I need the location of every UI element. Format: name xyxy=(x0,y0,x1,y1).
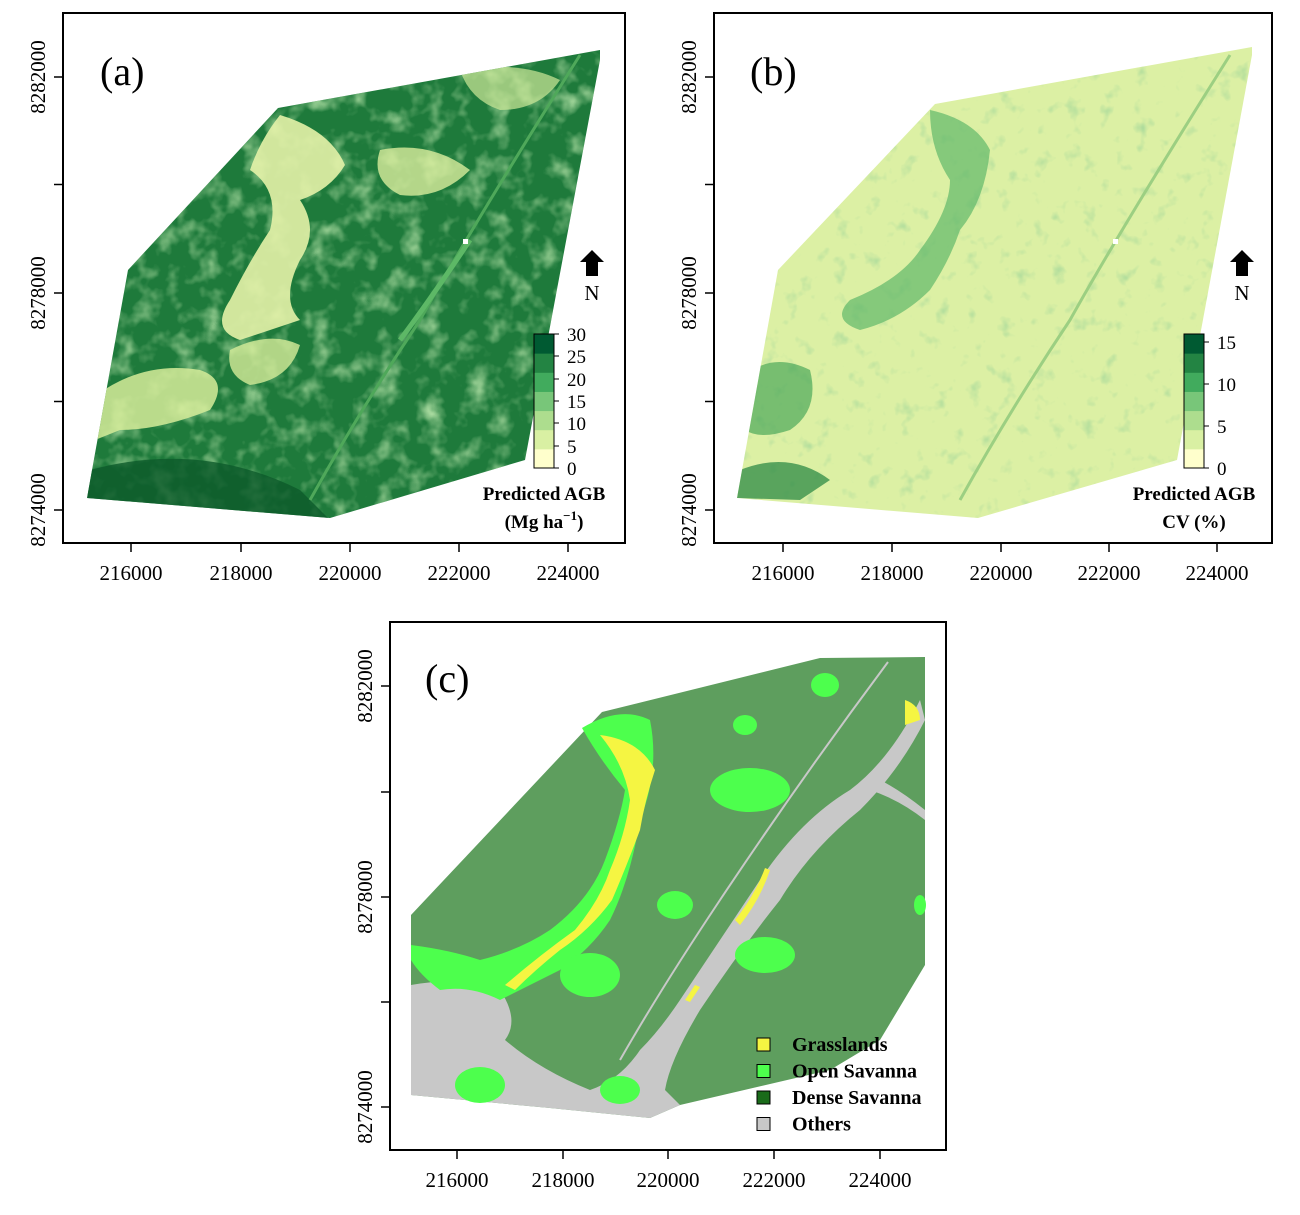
agb-legend-tick-label: 0 xyxy=(567,459,577,480)
y-tick-label: 8278000 xyxy=(353,860,377,934)
y-tick-label: 8278000 xyxy=(26,256,50,330)
cv-legend-frame xyxy=(1183,333,1205,469)
x-tick-label: 218000 xyxy=(532,1168,595,1192)
panel-b-axes: 216000 218000 220000 222000 224000 8274000 827… xyxy=(677,40,1249,585)
landcover-legend-swatch xyxy=(756,1090,771,1105)
x-tick-label: 216000 xyxy=(426,1168,489,1192)
x-tick-label: 224000 xyxy=(537,561,600,585)
x-tick-label: 220000 xyxy=(637,1168,700,1192)
landcover-legend-label: Open Savanna xyxy=(792,1061,917,1083)
x-tick-label: 220000 xyxy=(970,561,1033,585)
x-tick-label: 222000 xyxy=(1078,561,1141,585)
y-tick-label: 8274000 xyxy=(677,473,701,547)
x-tick-label: 224000 xyxy=(849,1168,912,1192)
cv-legend-title-1: Predicted AGB xyxy=(1133,484,1256,505)
y-tick-label: 8282000 xyxy=(677,40,701,114)
agb-legend-tick-label: 25 xyxy=(567,347,586,368)
panel-c: (c) Grasslands Open Savanna Dense Savanna O… xyxy=(353,621,947,1192)
open-savanna-area xyxy=(411,714,654,1000)
x-tick-label: 216000 xyxy=(100,561,163,585)
panel-b: N (b) Predicted AGB CV (%) 0 5 10 15 216000… xyxy=(677,12,1273,585)
cv-legend-swatch xyxy=(1184,391,1204,412)
north-arrow-icon xyxy=(580,250,604,276)
agb-legend-swatch xyxy=(534,372,554,392)
landcover-legend-swatch xyxy=(756,1117,771,1131)
agb-legend-swatch xyxy=(534,391,554,412)
agb-legend-tick-label: 10 xyxy=(567,414,586,435)
y-tick-label: 8278000 xyxy=(677,256,701,330)
x-tick-label: 216000 xyxy=(752,561,815,585)
agb-legend-swatch xyxy=(534,429,554,450)
cv-legend-swatch xyxy=(1184,353,1204,373)
y-tick-label: 8274000 xyxy=(353,1070,377,1144)
x-tick-label: 218000 xyxy=(210,561,273,585)
y-tick-label: 8282000 xyxy=(353,649,377,723)
agb-legend-tick-label: 15 xyxy=(567,392,586,413)
x-tick-label: 220000 xyxy=(319,561,382,585)
agb-legend-swatch xyxy=(534,448,554,469)
x-tick-label: 222000 xyxy=(428,561,491,585)
panel-c-axes: 216000 218000 220000 222000 224000 8274000 827… xyxy=(353,649,912,1192)
cv-white-pixel xyxy=(1113,239,1118,244)
landcover-legend-label: Dense Savanna xyxy=(792,1087,921,1109)
north-label: N xyxy=(1234,281,1249,305)
cv-legend-tick-label: 15 xyxy=(1217,333,1236,354)
panel-a: N (a) Predicted AGB (Mg ha−1) 0510152025… xyxy=(26,12,626,585)
agb-white-pixel xyxy=(463,239,468,244)
agb-legend-tick-label: 20 xyxy=(567,370,586,391)
cv-legend-swatch xyxy=(1184,429,1204,450)
landcover-legend-swatch xyxy=(756,1064,771,1078)
agb-legend-title-1: Predicted AGB xyxy=(483,484,606,505)
landcover-legend: Grasslands Open Savanna Dense Savanna Other… xyxy=(756,1034,921,1136)
panel-a-label: (a) xyxy=(100,49,144,94)
panel-b-label: (b) xyxy=(750,49,797,94)
cv-legend-swatch xyxy=(1184,410,1204,431)
agb-legend-title-2: (Mg ha−1) xyxy=(505,508,584,533)
landcover-legend-swatch xyxy=(756,1037,771,1052)
x-tick-label: 218000 xyxy=(861,561,924,585)
cv-legend-tick-label: 5 xyxy=(1217,417,1227,438)
landcover-legend-label: Grasslands xyxy=(792,1034,888,1056)
x-tick-label: 222000 xyxy=(743,1168,806,1192)
agb-legend-tick-label: 30 xyxy=(567,325,586,346)
cv-legend-tick-label: 10 xyxy=(1217,375,1236,396)
landcover-map xyxy=(411,657,926,1118)
cv-legend-swatch xyxy=(1184,448,1204,469)
agb-legend-swatch xyxy=(534,410,554,431)
panel-c-label: (c) xyxy=(425,656,469,701)
cv-legend-swatch xyxy=(1184,334,1204,354)
dense-savanna-area xyxy=(411,657,925,1118)
cv-legend-tick-label: 0 xyxy=(1217,459,1227,480)
x-tick-label: 224000 xyxy=(1186,561,1249,585)
agb-legend-swatch xyxy=(534,334,554,354)
landcover-legend-label: Others xyxy=(792,1114,851,1136)
north-arrow-icon xyxy=(1230,250,1254,276)
agb-legend-swatch xyxy=(534,353,554,373)
cv-legend-swatch xyxy=(1184,372,1204,392)
y-tick-label: 8282000 xyxy=(26,40,50,114)
panel-a-axes: 216000 218000 220000 222000 224000 8274000 827… xyxy=(26,40,600,585)
north-label: N xyxy=(584,281,599,305)
agb-legend-tick-label: 5 xyxy=(567,437,577,458)
grassland-area xyxy=(505,735,655,990)
cv-legend-title-2: CV (%) xyxy=(1162,512,1226,533)
cv-legend: Predicted AGB CV (%) 0 5 10 15 xyxy=(1133,333,1256,533)
y-tick-label: 8274000 xyxy=(26,473,50,547)
